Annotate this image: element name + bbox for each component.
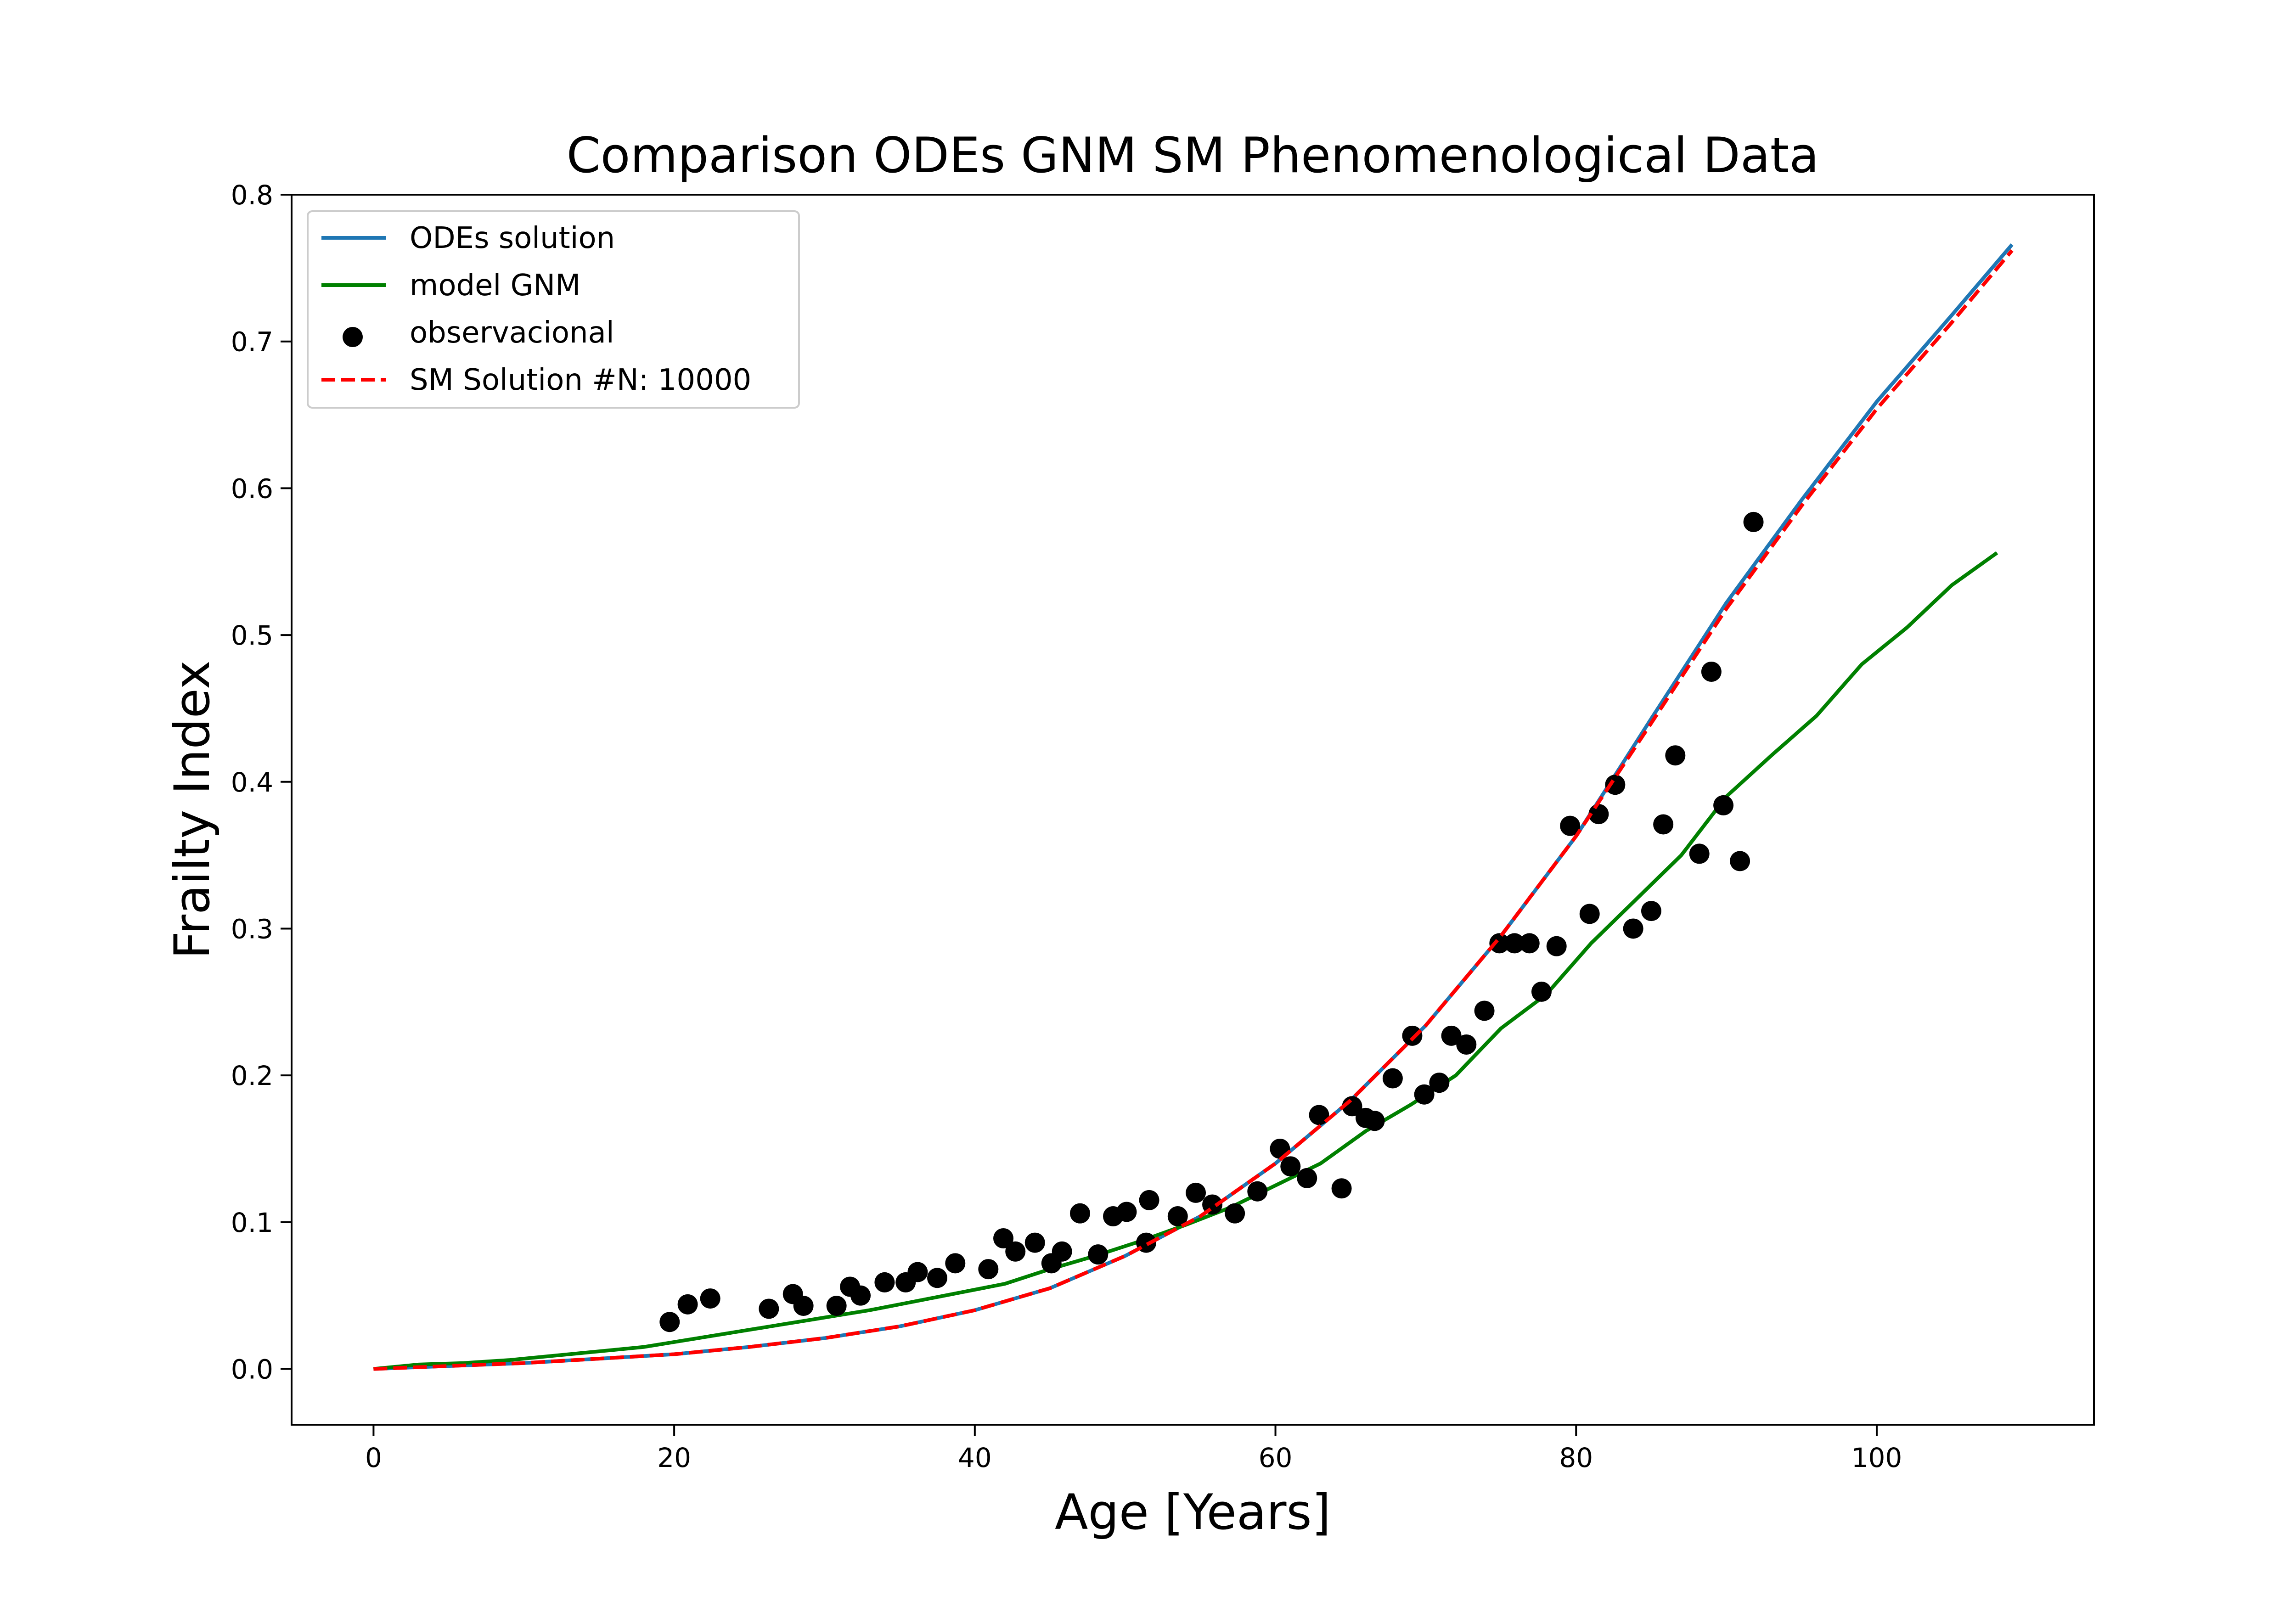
y-tick-label: 0.0 xyxy=(231,1354,273,1385)
data-point xyxy=(1665,745,1686,766)
data-point xyxy=(1605,775,1626,795)
data-point xyxy=(1139,1190,1159,1210)
data-point xyxy=(874,1272,895,1292)
data-point xyxy=(1560,815,1581,836)
x-tick-label: 60 xyxy=(1259,1442,1293,1473)
data-point xyxy=(1331,1178,1352,1199)
y-tick-label: 0.1 xyxy=(231,1207,273,1238)
y-tick-label: 0.2 xyxy=(231,1060,273,1091)
chart-title: Comparison ODEs GNM SM Phenomenological … xyxy=(567,127,1819,184)
legend-item: SM Solution #N: 10000 xyxy=(321,363,751,397)
data-point xyxy=(1519,933,1540,954)
data-point xyxy=(1186,1182,1206,1203)
x-tick-label: 20 xyxy=(657,1442,691,1473)
x-tick-label: 100 xyxy=(1851,1442,1902,1473)
data-point xyxy=(1579,904,1600,924)
data-point xyxy=(659,1312,680,1332)
legend-marker xyxy=(343,327,363,347)
data-point xyxy=(850,1285,871,1306)
data-point xyxy=(1713,795,1734,815)
y-tick-label: 0.4 xyxy=(231,767,273,798)
y-tick-label: 0.8 xyxy=(231,180,273,211)
legend-item: ODEs solution xyxy=(321,221,615,255)
data-point xyxy=(759,1298,779,1319)
series-observacional xyxy=(659,511,1764,1332)
y-axis: 0.0 0.1 0.2 0.3 0.4 0.5 0.6 0.7 0.8 xyxy=(231,180,292,1385)
data-point xyxy=(1429,1073,1450,1093)
series-layer xyxy=(373,243,2014,1371)
x-tick-label: 80 xyxy=(1559,1442,1593,1473)
data-point xyxy=(1689,843,1710,864)
legend: ODEs solution model GNM observacional SM So… xyxy=(307,210,800,409)
data-point xyxy=(1474,1000,1495,1021)
data-point xyxy=(993,1228,1014,1248)
data-point xyxy=(1623,918,1643,939)
data-point xyxy=(1441,1025,1462,1046)
y-tick-label: 0.7 xyxy=(231,326,273,358)
x-tick-label: 40 xyxy=(958,1442,992,1473)
data-point xyxy=(700,1288,720,1309)
legend-item: model GNM xyxy=(321,269,580,303)
y-tick-label: 0.5 xyxy=(231,620,273,651)
plot-frame xyxy=(291,194,2095,1426)
data-point xyxy=(1456,1034,1477,1055)
x-axis: 0 20 40 60 80 100 xyxy=(365,1425,1902,1473)
data-point xyxy=(1701,661,1722,682)
legend-box xyxy=(307,210,800,409)
legend-label: observacional xyxy=(410,316,614,350)
data-point xyxy=(978,1259,999,1280)
data-point xyxy=(1546,936,1567,956)
data-point xyxy=(1402,1025,1423,1046)
legend-label: model GNM xyxy=(410,269,580,303)
data-point xyxy=(1088,1244,1109,1265)
data-point xyxy=(1414,1084,1435,1105)
data-point xyxy=(1489,933,1510,954)
legend-label: SM Solution #N: 10000 xyxy=(410,363,751,397)
data-point xyxy=(927,1268,947,1288)
y-axis-label: Frailty Index xyxy=(164,660,220,959)
data-point xyxy=(1280,1156,1301,1177)
data-point xyxy=(907,1262,928,1282)
data-point xyxy=(793,1296,814,1316)
data-point xyxy=(1504,933,1525,954)
series-line-sm-solution-n-10000 xyxy=(373,249,2014,1371)
y-tick-label: 0.6 xyxy=(231,473,273,504)
data-point xyxy=(677,1294,698,1315)
data-point xyxy=(1588,804,1609,825)
data-point xyxy=(1167,1206,1188,1227)
data-point xyxy=(1653,814,1674,835)
data-point xyxy=(1069,1203,1090,1224)
data-point xyxy=(1225,1203,1245,1224)
data-point xyxy=(1005,1241,1026,1262)
data-point xyxy=(1247,1181,1268,1202)
x-axis-label: Age [Years] xyxy=(1055,1484,1331,1540)
legend-item: observacional xyxy=(343,316,614,350)
data-point xyxy=(945,1253,966,1274)
x-tick-label: 0 xyxy=(365,1442,382,1473)
data-point xyxy=(1297,1168,1317,1188)
data-point xyxy=(1364,1111,1385,1131)
data-point xyxy=(1730,851,1750,871)
data-point xyxy=(826,1296,847,1316)
data-point xyxy=(1309,1105,1329,1125)
data-point xyxy=(1531,981,1552,1002)
data-point xyxy=(1052,1241,1072,1262)
data-point xyxy=(1743,511,1764,532)
data-point xyxy=(1024,1232,1045,1253)
data-point xyxy=(1116,1202,1137,1222)
data-point xyxy=(1382,1068,1403,1089)
legend-label: ODEs solution xyxy=(410,221,615,255)
y-tick-label: 0.3 xyxy=(231,913,273,944)
data-point xyxy=(1641,901,1661,921)
